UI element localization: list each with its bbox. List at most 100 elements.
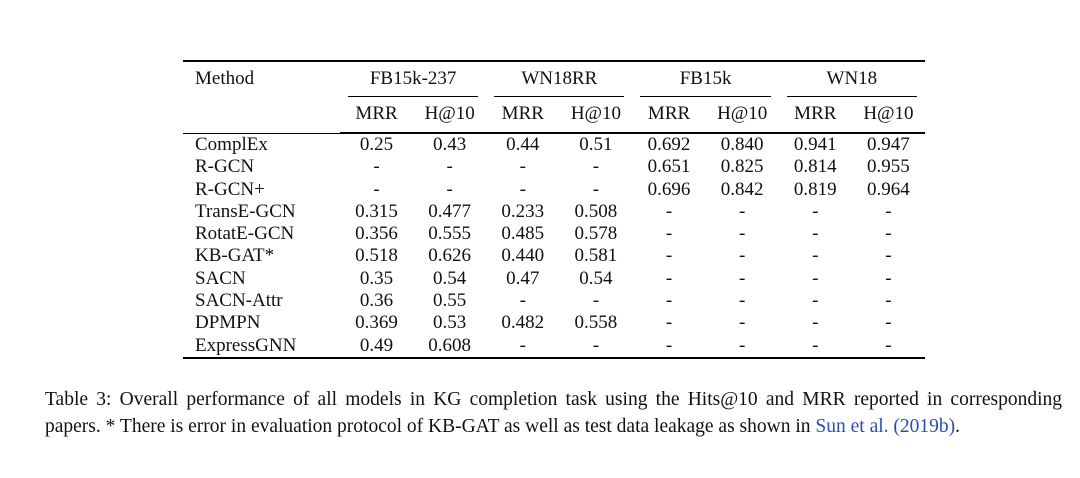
value-cell: - <box>592 290 600 312</box>
value-cell: - <box>739 223 746 245</box>
value-cell: - <box>665 200 673 222</box>
value-cell: 0.53 <box>433 312 467 334</box>
method-cell: KB-GAT* <box>195 245 275 267</box>
value-cell: - <box>665 245 673 267</box>
metric-group: MRR H@10 <box>486 96 633 134</box>
table-row: TransE-GCN 0.315 0.477 0.233 0.508 - - -… <box>183 201 925 223</box>
metric-header-spacer <box>183 96 340 134</box>
citation-link[interactable]: Sun et al. (2019b) <box>815 415 956 437</box>
metric-header: MRR <box>632 96 706 133</box>
method-column-header: Method <box>195 67 255 89</box>
value-cell: 0.369 <box>355 312 398 334</box>
value-cell: - <box>812 290 819 312</box>
metric-group: MRR H@10 <box>340 96 487 134</box>
value-cell: - <box>739 290 746 312</box>
metric-header: H@10 <box>705 96 779 133</box>
value-cell: 0.51 <box>579 134 613 155</box>
table-row: R-GCN+ - - - - 0.696 0.842 0.819 0.964 <box>183 179 925 201</box>
value-cell: - <box>373 178 380 200</box>
value-cell: 0.44 <box>506 134 540 155</box>
metric-header: MRR <box>340 96 414 133</box>
method-cell: ComplEx <box>195 134 268 155</box>
table-row: DPMPN 0.369 0.53 0.482 0.558 - - - - <box>183 312 925 334</box>
value-cell: 0.315 <box>355 200 398 222</box>
table-caption: Table 3: Overall performance of all mode… <box>45 387 1062 440</box>
value-cell: 0.508 <box>574 200 618 222</box>
caption-end: . <box>955 415 961 437</box>
value-cell: - <box>519 290 526 312</box>
value-cell: - <box>885 223 892 245</box>
dataset-header: WN18 <box>826 67 878 89</box>
value-cell: - <box>885 245 892 267</box>
value-cell: - <box>851 334 925 359</box>
value-cell: 0.651 <box>647 156 691 178</box>
value-cell: - <box>739 200 746 222</box>
value-cell: - <box>665 267 673 289</box>
table-row: ComplEx 0.25 0.43 0.44 0.51 0.692 0.840 … <box>183 134 925 157</box>
value-cell: 0.35 <box>359 267 394 289</box>
value-cell: 0.581 <box>574 245 618 267</box>
value-cell: - <box>519 178 526 200</box>
table-row: SACN 0.35 0.54 0.47 0.54 - - - - <box>183 268 925 290</box>
metric-header: H@10 <box>851 96 925 133</box>
method-cell: SACN-Attr <box>195 290 283 312</box>
value-cell: - <box>559 334 633 359</box>
value-cell: - <box>812 267 819 289</box>
value-cell: 0.55 <box>433 290 467 312</box>
value-cell: 0.485 <box>501 223 545 245</box>
value-cell: - <box>885 200 892 222</box>
value-cell: - <box>812 200 819 222</box>
results-table-container: Method FB15k-237 WN18RR FB15k WN18 MRR H… <box>183 60 925 359</box>
caption-text: Table 3: Overall performance of all mode… <box>45 389 1062 437</box>
value-cell: 0.555 <box>428 223 472 245</box>
table-row: R-GCN - - - - 0.651 0.825 0.814 0.955 <box>183 156 925 178</box>
method-cell: DPMPN <box>195 312 261 334</box>
results-table-body: ComplEx 0.25 0.43 0.44 0.51 0.692 0.840 … <box>183 134 925 359</box>
value-cell: 0.955 <box>867 156 910 178</box>
table-row: KB-GAT* 0.518 0.626 0.440 0.581 - - - - <box>183 245 925 267</box>
value-cell: - <box>812 223 819 245</box>
value-cell: 0.842 <box>720 178 764 200</box>
value-cell: 0.840 <box>720 134 764 155</box>
dataset-header: FB15k-237 <box>369 67 457 89</box>
table-row: SACN-Attr 0.36 0.55 - - - - - - <box>183 290 925 312</box>
value-cell: 0.626 <box>428 245 472 267</box>
value-cell: - <box>632 334 706 359</box>
value-cell: 0.558 <box>574 312 618 334</box>
value-cell: 0.356 <box>355 223 398 245</box>
value-cell: 0.47 <box>506 267 540 289</box>
value-cell: 0.814 <box>793 156 837 178</box>
method-cell: RotatE-GCN <box>195 223 295 245</box>
value-cell: - <box>885 267 892 289</box>
value-cell: - <box>812 312 819 334</box>
method-cell: R-GCN <box>195 156 255 178</box>
value-cell: - <box>885 290 892 312</box>
value-cell: - <box>665 312 673 334</box>
value-cell: 0.964 <box>867 178 910 200</box>
value-cell: - <box>373 156 380 178</box>
metric-group: MRR H@10 <box>632 96 779 134</box>
value-cell: 0.54 <box>579 267 613 289</box>
value-cell: 0.947 <box>867 134 910 155</box>
value-cell: 0.440 <box>501 245 545 267</box>
metric-header: H@10 <box>559 96 633 133</box>
value-cell: 0.692 <box>647 134 691 155</box>
dataset-header-row: Method FB15k-237 WN18RR FB15k WN18 <box>183 61 925 96</box>
value-cell: - <box>739 245 746 267</box>
value-cell: 0.608 <box>413 334 487 359</box>
value-cell: - <box>778 334 852 359</box>
value-cell: - <box>665 223 673 245</box>
value-cell: - <box>446 178 453 200</box>
value-cell: - <box>486 334 560 359</box>
value-cell: - <box>446 156 453 178</box>
metric-header: MRR <box>778 96 852 133</box>
method-cell: R-GCN+ <box>195 178 265 200</box>
value-cell: 0.49 <box>340 334 414 359</box>
value-cell: 0.54 <box>433 267 467 289</box>
value-cell: 0.941 <box>793 134 837 155</box>
value-cell: 0.43 <box>433 134 467 155</box>
value-cell: - <box>592 156 600 178</box>
value-cell: 0.25 <box>359 134 394 155</box>
value-cell: - <box>739 312 746 334</box>
value-cell: - <box>812 245 819 267</box>
